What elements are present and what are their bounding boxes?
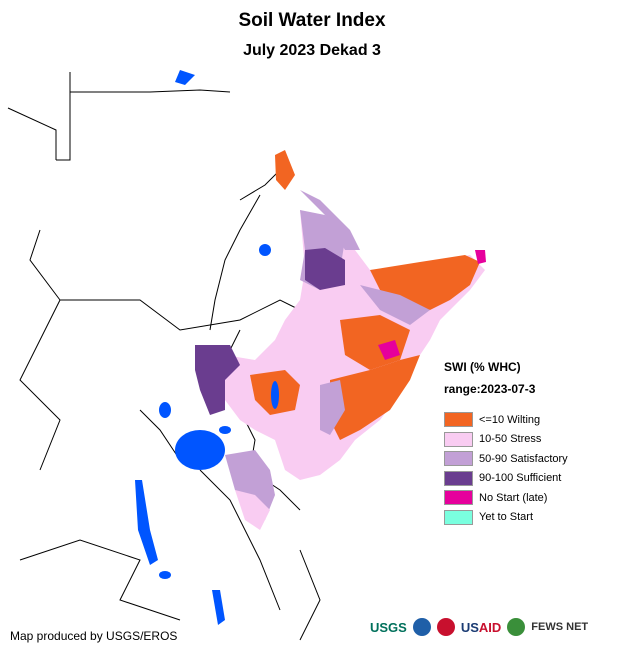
legend: SWI (% WHC) range:2023-07-3 <=10 Wilting…	[444, 360, 568, 527]
usgs-logo: USGS	[370, 619, 407, 635]
southeast-wilting	[330, 355, 420, 440]
ethiopia-sufficient-west	[305, 248, 345, 290]
legend-range: range:2023-07-3	[444, 382, 536, 396]
usaid-us-text: US	[460, 619, 479, 635]
border-egypt-sudan-south	[70, 89, 231, 93]
legend-item: No Start (late)	[444, 488, 568, 508]
legend-label: No Start (late)	[479, 491, 548, 504]
border-egypt-sudan	[7, 107, 57, 160]
no-start-somalia	[378, 340, 400, 360]
map-subtitle: July 2023 Dekad 3	[243, 42, 381, 59]
lake-rukwa	[159, 571, 171, 579]
ethiopia-satisfactory-east	[360, 285, 430, 325]
border-mozambique	[299, 549, 321, 641]
legend-swatch	[444, 412, 473, 428]
legend-item: Yet to Start	[444, 508, 568, 528]
nasa-logo-icon	[436, 618, 455, 636]
legend-label: 10-50 Stress	[479, 433, 542, 446]
legend-title: SWI (% WHC)	[444, 360, 521, 374]
tanzania-stress	[235, 490, 270, 530]
lake-victoria	[175, 430, 225, 470]
lake-tanganyika	[135, 480, 158, 565]
swi-coverage	[195, 150, 486, 530]
lake-kyoga	[219, 426, 231, 434]
no-start-horn	[475, 250, 486, 264]
eritrea-wilting	[275, 150, 295, 190]
legend-label: 90-100 Sufficient	[479, 472, 562, 485]
lake-tana	[259, 244, 271, 256]
eritrea-satisfactory	[300, 190, 360, 250]
border-egypt-libya	[56, 72, 71, 161]
legend-swatch	[444, 431, 473, 447]
usaid-aid-text: AID	[478, 619, 502, 635]
legend-item: 10-50 Stress	[444, 430, 568, 450]
legend-item: 90-100 Sufficient	[444, 469, 568, 489]
legend-swatch	[444, 470, 473, 486]
lake-malawi	[212, 590, 225, 625]
fews-globe-icon	[507, 618, 526, 636]
sudan-sufficient	[195, 345, 240, 415]
border-chad-sudan	[19, 229, 61, 471]
logo-strip: USGS USAID FEWS NET	[370, 618, 588, 636]
legend-swatch	[444, 490, 473, 506]
fews-net-logo: FEWS NET	[531, 621, 589, 633]
map-title: Soil Water Index	[238, 10, 386, 31]
credit-text: Map produced by USGS/EROS	[10, 629, 178, 643]
noaa-logo-icon	[412, 618, 431, 636]
lake-turkana	[271, 381, 279, 409]
legend-swatch	[444, 509, 473, 525]
border-sudan-eritrea	[239, 169, 281, 201]
legend-item: 50-90 Satisfactory	[444, 449, 568, 469]
usaid-logo: USAID	[461, 620, 501, 635]
legend-label: <=10 Wilting	[479, 413, 541, 426]
legend-swatch	[444, 451, 473, 467]
water-bodies	[135, 70, 279, 625]
border-sudan-ss	[60, 299, 301, 331]
border-southwest	[199, 469, 281, 611]
border-west	[19, 539, 181, 621]
lake-nasser	[175, 70, 195, 85]
legend-item: <=10 Wilting	[444, 410, 568, 430]
kenya-satisfactory	[320, 380, 345, 435]
border-sudan-ethiopia	[209, 194, 261, 331]
legend-label: Yet to Start	[479, 511, 534, 524]
legend-label: 50-90 Satisfactory	[479, 452, 568, 465]
legend-items: <=10 Wilting 10-50 Stress 50-90 Satisfacto…	[444, 410, 568, 527]
lake-albert	[159, 402, 171, 418]
